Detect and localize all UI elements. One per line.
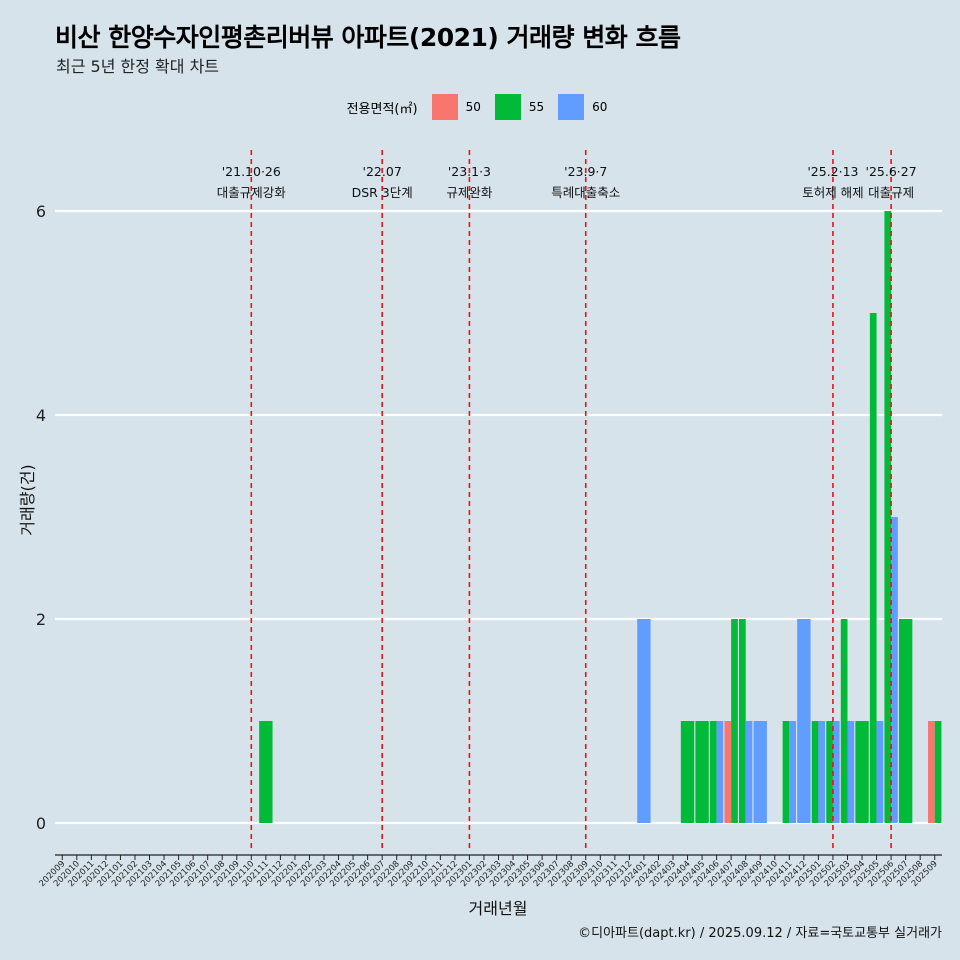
bar-55-202411 [782,721,790,823]
event-date-label-202301: '23.1·3 [448,164,491,179]
chart-title: 비산 한양수자인평촌리버뷰 아파트(2021) 거래량 변화 흐름 [55,23,681,52]
bar-60-202401 [637,619,651,823]
bar-55-202501 [811,721,819,823]
legend-item-60: 60 [558,94,607,120]
legend-label-50: 50 [465,100,481,114]
event-date-label-202506: '25.6·27 [866,164,917,179]
bar-55-202404 [680,721,695,823]
bar-60-202506 [891,517,898,823]
event-date-label-202309: '23.9·7 [564,164,607,179]
bar-60-202502 [832,721,840,823]
event-desc-label-202207: DSR 3단계 [352,185,413,200]
event-desc-label-202309: 특례대출축소 [551,185,620,200]
x-axis-title: 거래년월 [469,899,528,918]
bar-55-202502 [826,721,833,823]
legend-title: 전용면적(㎡) [346,101,418,117]
bar-60-202409 [753,721,767,823]
y-axis-title: 거래량(건) [18,464,37,535]
legend: 전용면적(㎡) 50 55 60 [0,92,960,122]
event-desc-label-202110: 대출규제강화 [217,185,287,200]
bar-55-202506 [884,211,892,823]
y-tick-label-4: 4 [36,406,46,425]
legend-swatch-55 [494,94,521,120]
bar-55-202408 [739,619,746,823]
legend-item-50: 50 [431,94,481,120]
legend-label-60: 60 [592,100,608,114]
event-desc-label-202506: 대출규제 [868,185,914,200]
bar-60-202408 [745,721,753,823]
event-date-label-202207: '22.07 [363,164,402,179]
bar-55-202405 [695,721,709,823]
bar-55-202505 [869,313,877,823]
bar-60-202412 [797,619,811,823]
source-caption: ©디아파트(dapt.kr) / 2025.09.12 / 자료=국토교통부 실… [578,926,942,941]
y-tick-label-2: 2 [36,610,46,629]
bar-55-202407 [731,619,738,823]
bar-55-202507 [898,619,913,823]
event-desc-label-202502: 토허제 해제 [802,185,863,200]
bar-60-202505 [876,721,884,823]
bar-60-202501 [818,721,826,823]
y-tick-label-6: 6 [36,202,46,221]
bar-50-202509 [928,721,935,823]
bar-55-202406 [709,721,717,823]
chart-subtitle: 최근 5년 한정 확대 차트 [56,57,220,76]
bar-60-202503 [847,721,855,823]
bar-60-202411 [789,721,797,823]
bar-60-202406 [716,721,724,823]
bar-55-202509 [934,721,942,823]
legend-item-55: 55 [494,94,545,120]
event-desc-label-202301: 규제완화 [446,185,493,200]
legend-swatch-50 [431,94,458,120]
y-tick-label-0: 0 [36,814,46,833]
bar-55-202111 [259,721,273,823]
bar-50-202407 [724,721,732,823]
bar-55-202503 [840,619,848,823]
event-date-label-202502: '25.2·13 [807,164,858,179]
bar-55-202504 [855,721,869,823]
legend-swatch-60 [558,94,585,120]
legend-label-55: 55 [528,100,545,114]
event-date-label-202110: '21.10·26 [222,164,281,179]
